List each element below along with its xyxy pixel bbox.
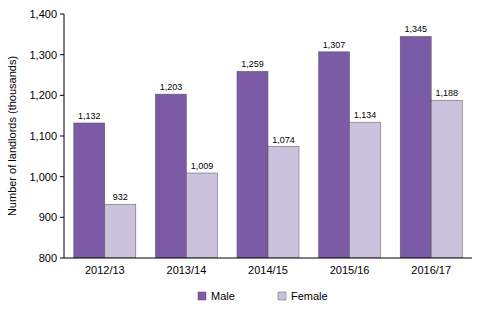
data-label: 1,188 [435, 88, 458, 98]
y-tick [60, 95, 64, 96]
data-label: 1,134 [354, 110, 377, 120]
bar [74, 123, 105, 258]
bar [237, 71, 268, 258]
x-tick-label: 2015/16 [330, 264, 370, 276]
y-tick [60, 14, 64, 15]
legend-swatch [278, 292, 286, 300]
x-tick-label: 2013/14 [167, 264, 207, 276]
x-tick-label: 2016/17 [411, 264, 451, 276]
y-tick [60, 176, 64, 177]
y-tick-label: 1,400 [29, 8, 57, 20]
y-tick-label: 1,000 [29, 171, 57, 183]
bar [400, 36, 431, 258]
bar [105, 204, 136, 258]
legend-label: Female [291, 290, 328, 302]
data-label: 1,074 [272, 135, 295, 145]
y-tick [60, 217, 64, 218]
data-label: 1,203 [160, 82, 183, 92]
y-tick [60, 136, 64, 137]
bar [319, 52, 350, 258]
x-axis [64, 258, 472, 259]
bar [186, 173, 217, 258]
legend-label: Male [211, 290, 235, 302]
y-tick-label: 1,100 [29, 130, 57, 142]
data-label: 1,307 [323, 40, 346, 50]
y-tick-label: 1,200 [29, 89, 57, 101]
y-tick-label: 800 [39, 252, 57, 264]
y-tick-label: 1,300 [29, 49, 57, 61]
legend: Male Female [198, 290, 328, 302]
y-tick [60, 54, 64, 55]
y-tick [60, 258, 64, 259]
legend-swatch [198, 292, 206, 300]
y-tick-label: 900 [39, 211, 57, 223]
bars [74, 36, 462, 258]
bar [268, 147, 299, 258]
x-tick-label: 2012/13 [85, 264, 125, 276]
bar [350, 122, 381, 258]
bar [431, 100, 462, 258]
data-label: 1,009 [191, 161, 214, 171]
data-labels: 1,132 1,203 1,259 1,307 1,345 932 1,009 1,074 1,… [78, 24, 458, 202]
x-tick-label: 2014/15 [248, 264, 288, 276]
y-axis-title: Number of landlords (thousands) [6, 56, 18, 216]
data-label: 932 [113, 192, 128, 202]
y-axis [64, 14, 65, 258]
bar [155, 94, 186, 258]
data-label: 1,132 [78, 111, 101, 121]
data-label: 1,259 [241, 59, 264, 69]
data-label: 1,345 [404, 24, 427, 34]
